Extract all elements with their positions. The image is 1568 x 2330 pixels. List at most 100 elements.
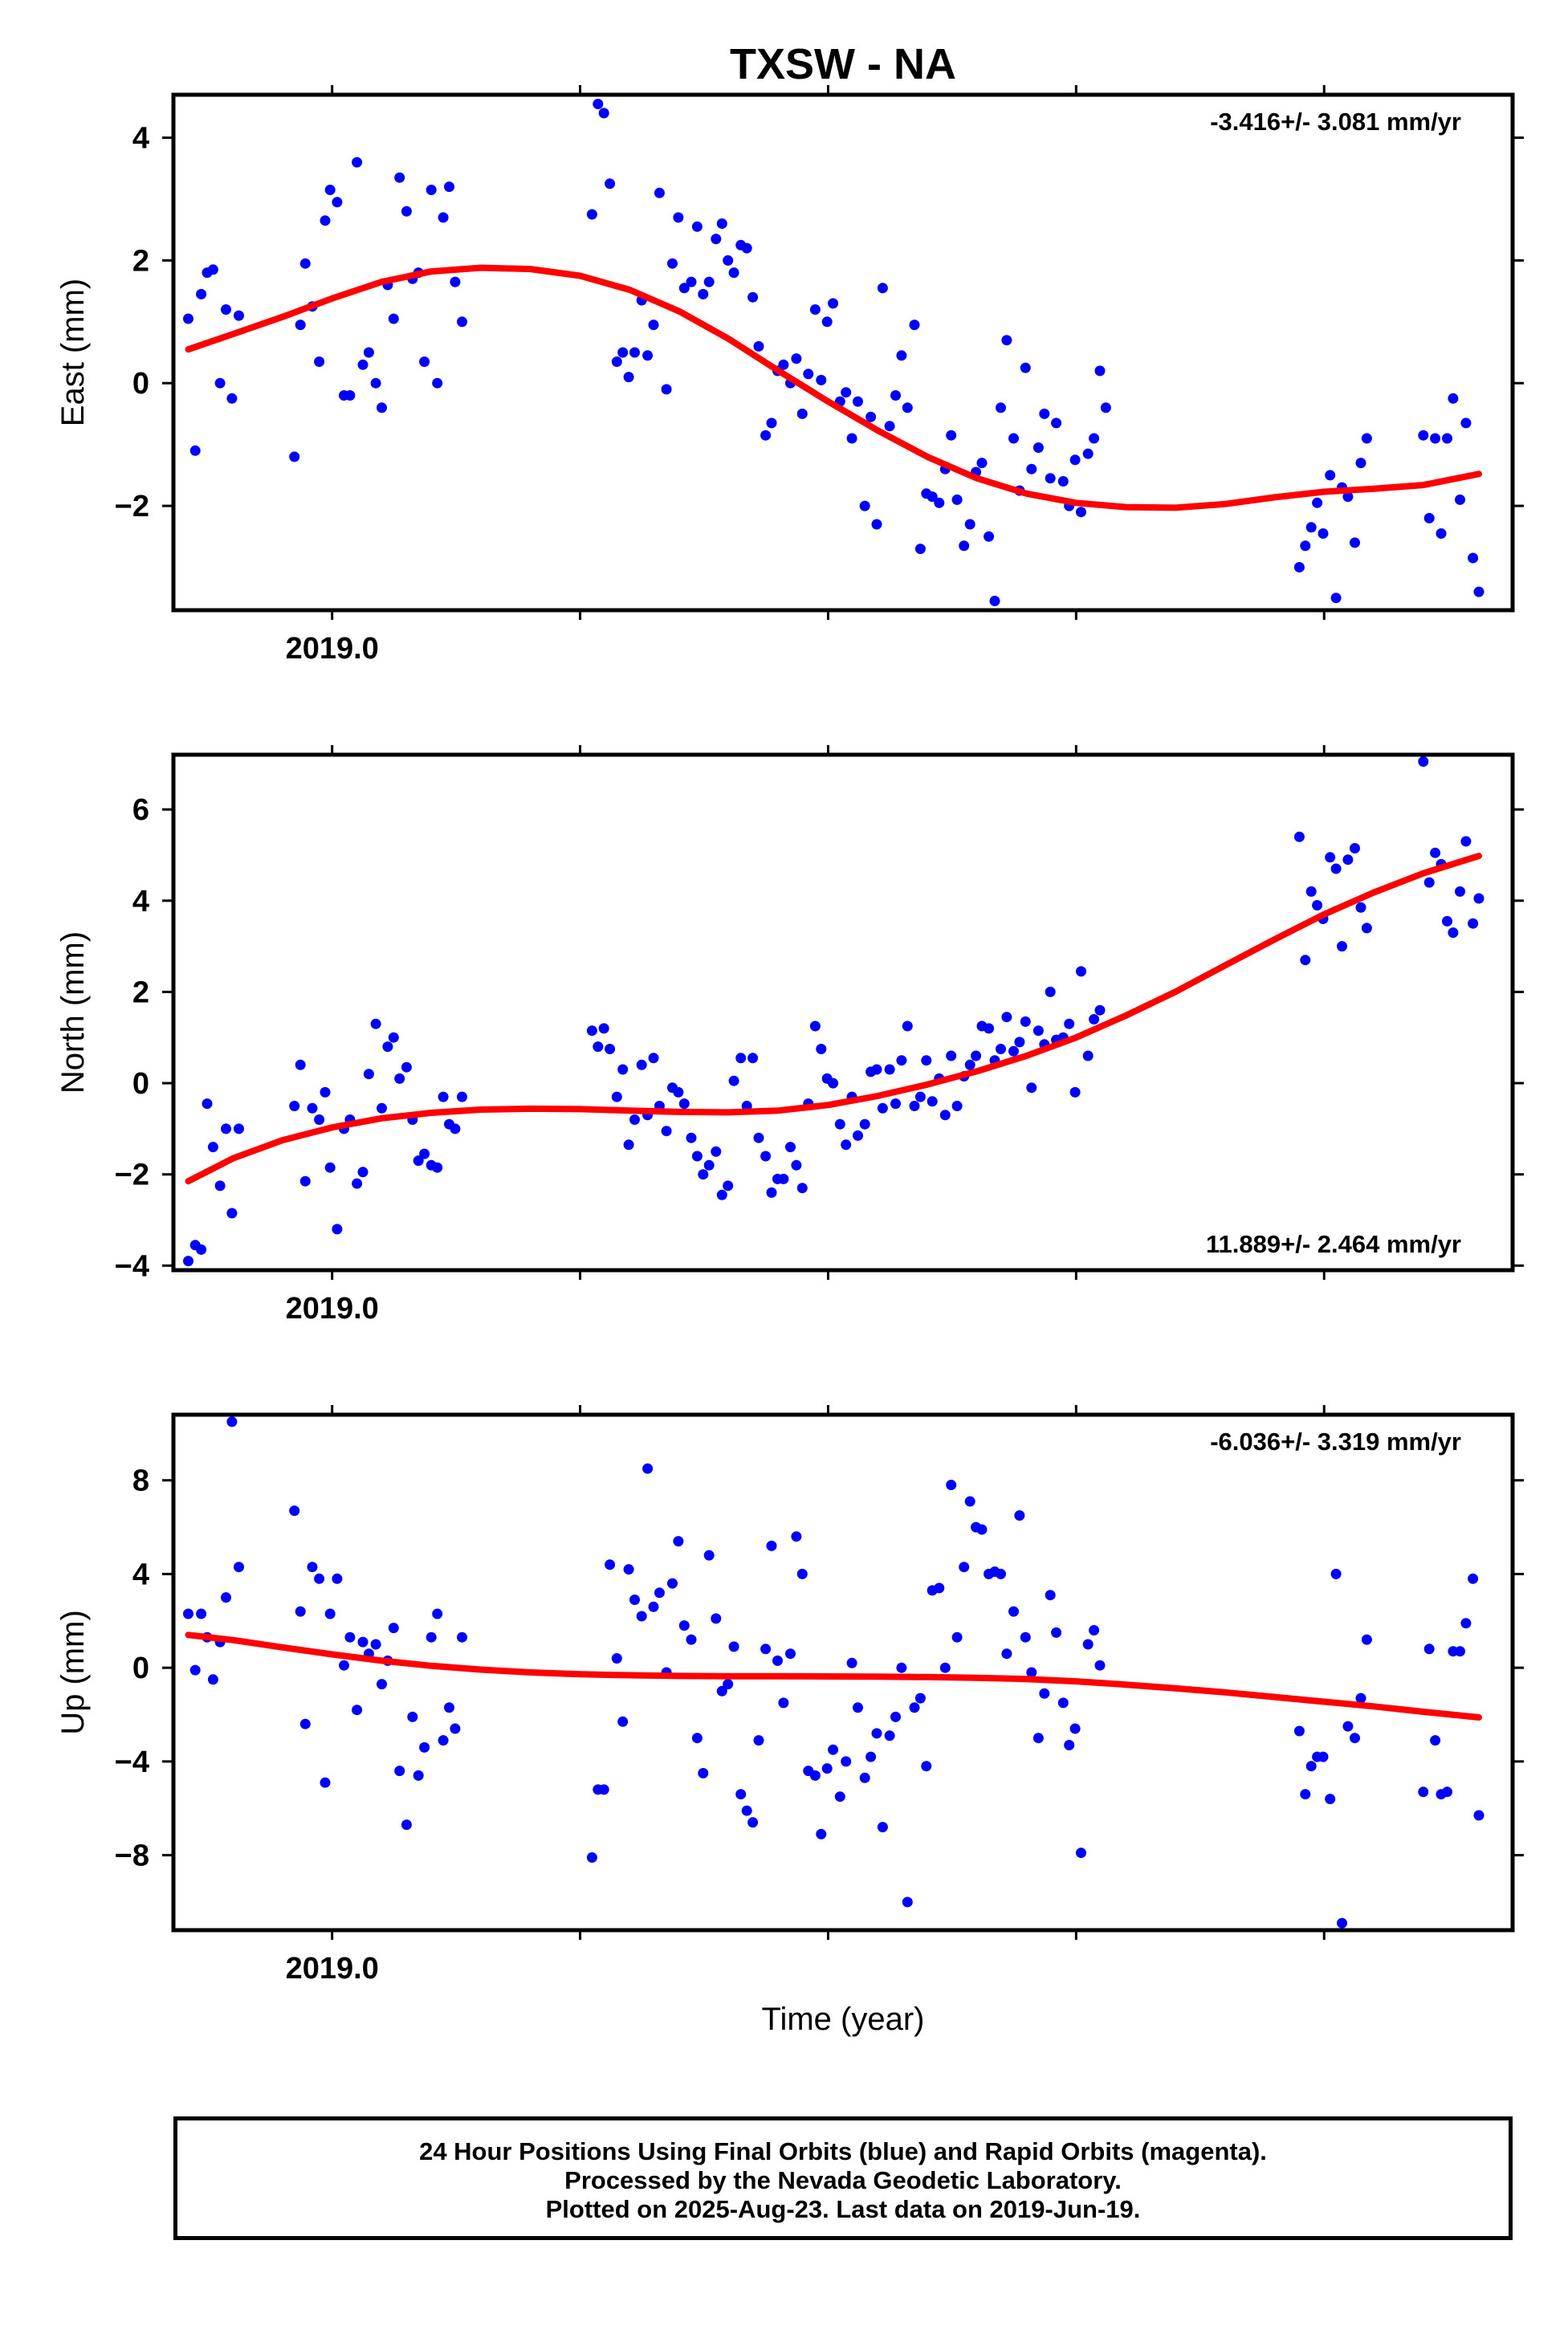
data-point bbox=[289, 1505, 300, 1517]
data-point bbox=[307, 1102, 318, 1114]
trend-fit-line bbox=[185, 264, 1482, 511]
data-point bbox=[1039, 1688, 1050, 1699]
data-point bbox=[1064, 1740, 1075, 1750]
data-point bbox=[791, 1531, 802, 1542]
data-point bbox=[352, 1705, 363, 1716]
data-point bbox=[1355, 902, 1366, 913]
panel-east: 2019.0 −2 0 2 4 East (mm) -3.416+/- 3.081 mm/y… bbox=[55, 85, 1524, 666]
data-point bbox=[902, 1896, 913, 1908]
data-point bbox=[1300, 955, 1311, 966]
data-point bbox=[1051, 418, 1062, 429]
plot-frame bbox=[171, 92, 1515, 613]
data-point bbox=[1001, 335, 1012, 346]
data-point bbox=[909, 1101, 920, 1111]
data-point bbox=[234, 1123, 244, 1134]
data-point bbox=[1455, 494, 1465, 505]
data-point bbox=[902, 1020, 913, 1032]
data-point bbox=[678, 1620, 690, 1631]
data-point bbox=[698, 288, 709, 299]
data-point bbox=[1305, 886, 1317, 897]
data-point bbox=[1460, 418, 1472, 429]
data-point bbox=[1020, 362, 1031, 373]
velocity-rate-label: -3.416+/- 3.081 mm/yr bbox=[1210, 108, 1461, 136]
data-point bbox=[996, 1044, 1006, 1054]
data-point bbox=[853, 1130, 863, 1141]
data-point bbox=[834, 1118, 845, 1130]
data-point bbox=[785, 1648, 796, 1660]
plot-frame bbox=[171, 752, 1515, 1273]
data-point bbox=[324, 1162, 336, 1173]
data-point bbox=[1045, 473, 1056, 484]
y-tick-label: 4 bbox=[132, 885, 149, 919]
data-point bbox=[1342, 1721, 1354, 1732]
data-point bbox=[859, 1118, 870, 1130]
data-point bbox=[859, 500, 870, 511]
data-point bbox=[914, 1091, 926, 1102]
data-point bbox=[896, 1662, 907, 1673]
data-point bbox=[741, 1805, 752, 1816]
data-point bbox=[946, 1050, 957, 1061]
data-point bbox=[586, 1852, 597, 1863]
data-point bbox=[457, 316, 467, 328]
data-point bbox=[629, 1114, 640, 1125]
panel-north: 2019.0 −4 −2 0 2 4 6 North (mm) 11.889+/- 2.464 … bbox=[55, 745, 1524, 1326]
data-point bbox=[828, 1744, 839, 1755]
data-point bbox=[716, 218, 727, 229]
data-point bbox=[871, 519, 882, 530]
data-point bbox=[332, 197, 343, 208]
data-point bbox=[419, 1148, 430, 1159]
data-point bbox=[661, 384, 672, 395]
data-point bbox=[401, 1061, 412, 1073]
data-point bbox=[1069, 1086, 1081, 1098]
data-point bbox=[1342, 491, 1354, 503]
data-point bbox=[1312, 900, 1323, 910]
data-point bbox=[1082, 1050, 1094, 1061]
data-point bbox=[914, 1693, 926, 1704]
data-point bbox=[772, 1655, 783, 1666]
data-point bbox=[723, 1180, 734, 1191]
data-point bbox=[324, 185, 336, 195]
data-point bbox=[1330, 593, 1342, 604]
data-point bbox=[432, 1162, 443, 1173]
data-point bbox=[1094, 365, 1106, 377]
data-point bbox=[673, 1086, 684, 1098]
data-point bbox=[809, 1020, 821, 1032]
data-point bbox=[902, 402, 913, 413]
data-point bbox=[1361, 923, 1372, 934]
data-point bbox=[971, 1050, 982, 1061]
data-point bbox=[457, 1091, 467, 1102]
data-point bbox=[617, 347, 629, 358]
data-point bbox=[1418, 756, 1429, 767]
data-point bbox=[959, 540, 970, 552]
data-point bbox=[841, 1756, 852, 1767]
data-point bbox=[401, 206, 412, 217]
data-point bbox=[667, 258, 678, 269]
footer-caption: 24 Hour Positions Using Final Orbits (bl… bbox=[173, 2116, 1513, 2240]
data-point bbox=[289, 1101, 300, 1111]
data-point bbox=[1350, 537, 1360, 548]
data-point bbox=[1032, 1733, 1044, 1744]
data-point bbox=[1064, 1018, 1075, 1029]
data-point bbox=[686, 1634, 697, 1645]
data-point bbox=[226, 1208, 238, 1219]
data-point bbox=[636, 1611, 647, 1622]
data-point bbox=[1293, 1725, 1305, 1737]
data-point bbox=[207, 264, 218, 275]
data-point bbox=[1355, 458, 1366, 469]
data-point bbox=[816, 374, 827, 385]
data-point bbox=[388, 313, 399, 324]
data-point bbox=[809, 304, 821, 315]
data-point bbox=[1300, 540, 1311, 552]
data-point bbox=[623, 1564, 634, 1575]
data-point bbox=[1361, 1634, 1372, 1645]
data-point bbox=[611, 1653, 622, 1664]
data-point bbox=[636, 1059, 647, 1070]
data-point bbox=[207, 1674, 218, 1685]
data-point bbox=[419, 1741, 430, 1753]
data-point bbox=[791, 1159, 802, 1171]
data-point bbox=[723, 1679, 734, 1690]
data-point bbox=[760, 430, 772, 441]
data-point bbox=[661, 1126, 672, 1137]
data-point bbox=[226, 1416, 238, 1428]
data-point bbox=[357, 359, 369, 370]
